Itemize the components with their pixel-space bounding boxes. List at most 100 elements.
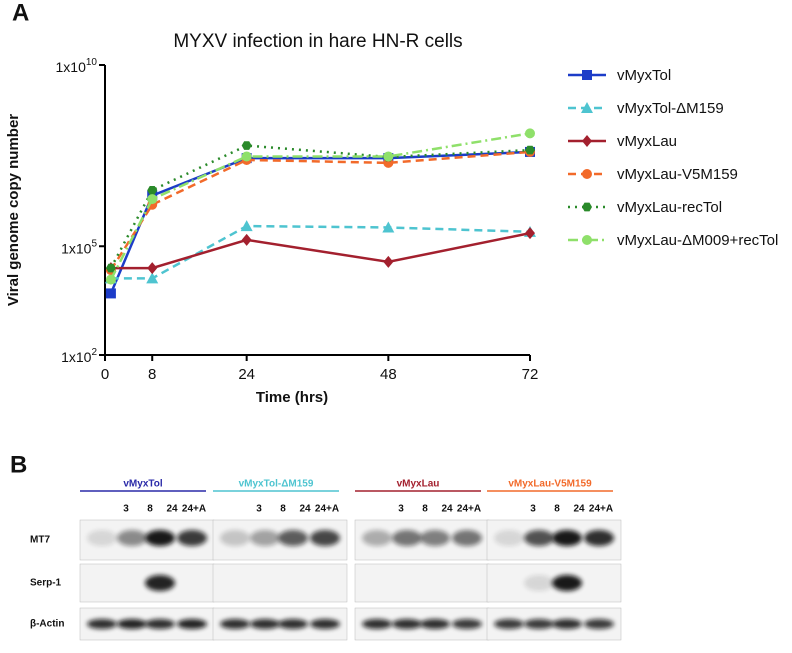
y-tick-label: 1x105	[61, 238, 97, 256]
blot-band	[452, 530, 482, 546]
blot-band	[87, 619, 117, 629]
marker	[383, 255, 394, 268]
blot-band	[177, 530, 207, 546]
blot-band	[220, 530, 250, 546]
blot-band	[362, 619, 392, 629]
lane-label: 3	[530, 504, 536, 515]
panel-label: B	[10, 451, 27, 478]
lane-label: 24+A	[182, 504, 206, 515]
blot-band	[524, 619, 554, 629]
marker	[525, 128, 535, 139]
x-tick-label: 0	[101, 366, 109, 383]
x-tick-label: 8	[148, 366, 156, 383]
y-tick-label-base: 1x10	[61, 349, 92, 365]
marker	[525, 227, 535, 240]
blot-band	[145, 575, 175, 591]
marker	[105, 288, 116, 299]
blot-band	[220, 619, 250, 629]
blot-band	[552, 619, 582, 629]
lane-label: 8	[280, 504, 286, 515]
blot-band	[552, 575, 582, 591]
marker	[582, 202, 592, 212]
blot-band	[278, 619, 308, 629]
chart-title: MYXV infection in hare HN-R cells	[173, 31, 462, 52]
blot-band	[278, 530, 308, 546]
group-label: vMyxLau	[397, 479, 440, 490]
lane-label: 24	[441, 504, 453, 515]
y-axis-label: Viral genome copy number	[5, 114, 22, 306]
blot-band	[584, 619, 614, 629]
lane-label: 24	[299, 504, 311, 515]
series-line	[109, 150, 531, 271]
marker	[582, 169, 592, 179]
legend-label: vMyxTol	[617, 67, 671, 84]
marker	[241, 141, 252, 150]
x-tick-label: 48	[380, 366, 397, 383]
blot-band	[117, 530, 147, 546]
legend-label: vMyxTol-ΔM159	[617, 100, 724, 117]
marker	[582, 135, 592, 147]
marker	[241, 233, 252, 246]
lane-label: 24+A	[315, 504, 339, 515]
marker	[582, 235, 592, 245]
marker	[241, 151, 252, 162]
blot-band	[177, 619, 207, 629]
group-label: vMyxTol	[123, 479, 162, 490]
blot-band	[524, 575, 554, 591]
blot-band	[452, 619, 482, 629]
group-label: vMyxLau-V5M159	[508, 479, 592, 490]
blot-band	[87, 530, 117, 546]
marker	[240, 220, 253, 232]
row-label: β-Actin	[30, 619, 64, 630]
blot-band	[494, 619, 524, 629]
blot-band	[392, 530, 422, 546]
blot-strip	[354, 563, 490, 603]
y-tick-label-exponent: 5	[91, 238, 97, 249]
blot-band	[250, 619, 280, 629]
x-tick-label: 72	[522, 366, 539, 383]
blot-band	[420, 619, 450, 629]
marker	[147, 194, 158, 205]
blot-band	[117, 619, 147, 629]
marker	[525, 145, 535, 155]
legend-label: vMyxLau	[617, 133, 677, 150]
lane-label: 24	[573, 504, 585, 515]
blot-band	[552, 530, 582, 546]
lane-label: 8	[147, 504, 153, 515]
y-tick-label-exponent: 10	[86, 57, 98, 68]
series-line	[109, 144, 531, 269]
marker	[383, 151, 394, 162]
legend-label: vMyxLau-ΔM009+recTol	[617, 232, 778, 249]
row-label: Serp-1	[30, 578, 62, 589]
panel-label: A	[12, 0, 29, 26]
lane-label: 3	[123, 504, 129, 515]
marker	[105, 274, 116, 285]
marker	[582, 70, 592, 80]
blot-band	[145, 619, 175, 629]
lane-label: 24	[166, 504, 178, 515]
lane-label: 8	[554, 504, 560, 515]
lane-label: 24+A	[589, 504, 613, 515]
blot-band	[362, 530, 392, 546]
x-tick-label: 24	[238, 366, 255, 383]
blot-band	[584, 530, 614, 546]
blot-band	[310, 619, 340, 629]
lane-label: 24+A	[457, 504, 481, 515]
y-tick-label: 1x102	[61, 347, 97, 365]
marker	[382, 221, 395, 233]
y-tick-label-base: 1x10	[56, 59, 87, 75]
marker	[105, 263, 116, 273]
series-line	[110, 231, 531, 270]
blot-band	[145, 530, 175, 546]
series-line	[109, 150, 531, 294]
y-tick-label-base: 1x10	[61, 240, 92, 256]
legend-label: vMyxLau-recTol	[617, 199, 722, 216]
blot-strip	[212, 563, 348, 603]
blot-band	[392, 619, 422, 629]
legend-label: vMyxLau-V5M159	[617, 166, 738, 183]
marker	[581, 102, 593, 113]
x-axis-label: Time (hrs)	[256, 389, 328, 406]
blot-band	[494, 530, 524, 546]
blot-band	[250, 530, 280, 546]
